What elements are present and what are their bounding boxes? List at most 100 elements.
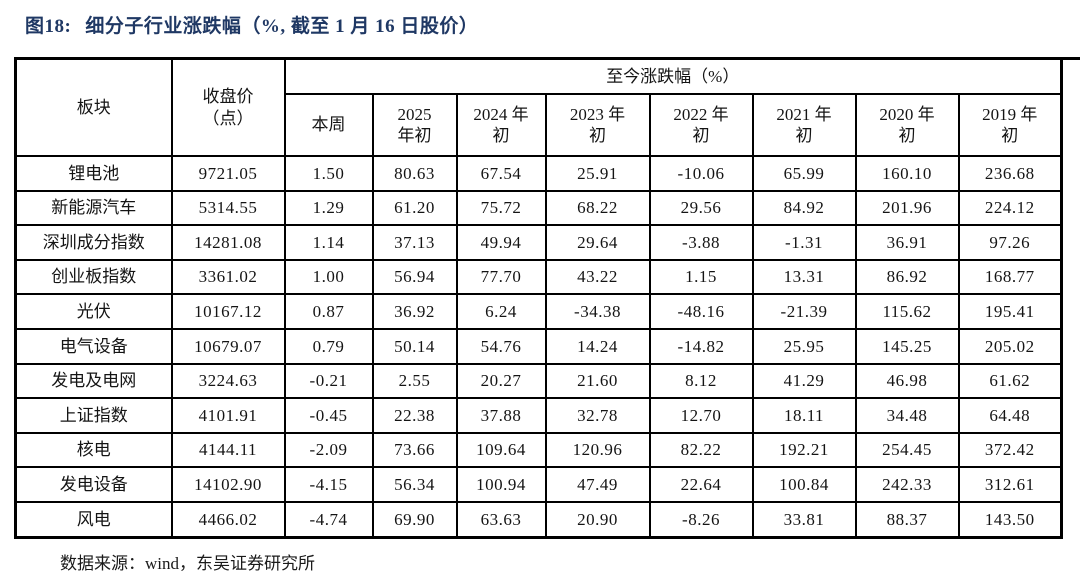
- change-week-cell: 1.00: [283, 258, 374, 296]
- change-2021-cell: 25.95: [751, 327, 857, 365]
- change-2019-cell: 64.48: [957, 397, 1063, 434]
- change-2022-cell: 12.70: [648, 397, 754, 434]
- change-2025-cell: 69.90: [371, 500, 458, 539]
- change-2024-cell: 20.27: [455, 362, 547, 400]
- change-2020-cell: 254.45: [854, 431, 960, 469]
- change-2024-cell: 6.24: [455, 293, 547, 330]
- change-week-cell: 0.79: [283, 327, 374, 365]
- change-2023-cell: 47.49: [544, 466, 651, 503]
- change-2023-cell: 25.91: [544, 155, 651, 192]
- change-2025-cell: 37.13: [371, 224, 458, 261]
- change-2020-cell: 36.91: [854, 224, 960, 261]
- close-price-cell: 10679.07: [170, 327, 286, 365]
- header-sub-row: 本周 2025 年初 2024 年 初 2023 年 初 2022 年 初 20…: [16, 93, 1063, 157]
- change-2025-cell: 2.55: [371, 362, 458, 400]
- change-2025-cell: 50.14: [371, 327, 458, 365]
- change-2022-cell: 29.56: [648, 189, 754, 227]
- table-header: 板块 收盘价 （点） 至今涨跌幅（%） 本周 2025 年初 2024 年 初 …: [14, 57, 1063, 157]
- change-2024-cell: 67.54: [455, 155, 547, 192]
- change-2023-cell: 29.64: [544, 224, 651, 261]
- table-row: 新能源汽车 5314.55 1.29 61.20 75.72 68.22 29.…: [14, 189, 1063, 227]
- change-2020-cell: 115.62: [854, 293, 960, 330]
- figure-caption: 图18: 细分子行业涨跌幅（%, 截至 1 月 16 日股价）: [25, 11, 478, 38]
- change-2025-cell: 56.94: [371, 258, 458, 296]
- change-week-cell: 0.87: [283, 293, 374, 330]
- change-2024-cell: 54.76: [455, 327, 547, 365]
- change-2020-cell: 34.48: [854, 397, 960, 434]
- change-2023-cell: 20.90: [544, 500, 651, 539]
- header-this-week: 本周: [283, 93, 374, 157]
- change-2025-cell: 22.38: [371, 397, 458, 434]
- change-2023-cell: 14.24: [544, 327, 651, 365]
- close-price-cell: 14281.08: [170, 224, 286, 261]
- sector-cell: 发电设备: [14, 466, 173, 503]
- sector-cell: 创业板指数: [14, 258, 173, 296]
- change-2021-cell: 18.11: [751, 397, 857, 434]
- change-2020-cell: 201.96: [854, 189, 960, 227]
- table-body: 锂电池 9721.05 1.50 80.63 67.54 25.91 -10.0…: [14, 155, 1063, 539]
- change-2021-cell: 41.29: [751, 362, 857, 400]
- header-sector: 板块: [14, 57, 173, 157]
- change-week-cell: -4.15: [283, 466, 374, 503]
- change-2023-cell: 120.96: [544, 431, 651, 469]
- change-2022-cell: -14.82: [648, 327, 754, 365]
- sector-cell: 新能源汽车: [14, 189, 173, 227]
- header-ytd-2023: 2023 年 初: [544, 93, 651, 157]
- change-2024-cell: 100.94: [455, 466, 547, 503]
- change-2021-cell: 65.99: [751, 155, 857, 192]
- change-week-cell: 1.14: [283, 224, 374, 261]
- change-week-cell: 1.50: [283, 155, 374, 192]
- change-2019-cell: 61.62: [957, 362, 1063, 400]
- change-2023-cell: 43.22: [544, 258, 651, 296]
- change-2020-cell: 86.92: [854, 258, 960, 296]
- change-2023-cell: 21.60: [544, 362, 651, 400]
- change-2021-cell: 100.84: [751, 466, 857, 503]
- table-row: 锂电池 9721.05 1.50 80.63 67.54 25.91 -10.0…: [14, 155, 1063, 192]
- change-2022-cell: 8.12: [648, 362, 754, 400]
- change-2022-cell: -10.06: [648, 155, 754, 192]
- change-2024-cell: 109.64: [455, 431, 547, 469]
- change-2025-cell: 73.66: [371, 431, 458, 469]
- sector-cell: 风电: [14, 500, 173, 539]
- close-price-cell: 9721.05: [170, 155, 286, 192]
- change-2025-cell: 56.34: [371, 466, 458, 503]
- close-price-cell: 4144.11: [170, 431, 286, 469]
- close-price-cell: 3224.63: [170, 362, 286, 400]
- table-row: 深圳成分指数 14281.08 1.14 37.13 49.94 29.64 -…: [14, 224, 1063, 261]
- header-span-row: 板块 收盘价 （点） 至今涨跌幅（%）: [14, 57, 1063, 157]
- change-2024-cell: 63.63: [455, 500, 547, 539]
- change-2019-cell: 97.26: [957, 224, 1063, 261]
- change-2020-cell: 88.37: [854, 500, 960, 539]
- change-2022-cell: -48.16: [648, 293, 754, 330]
- sector-cell: 光伏: [14, 293, 173, 330]
- table-row: 发电设备 14102.90 -4.15 56.34 100.94 47.49 2…: [14, 466, 1063, 503]
- sector-cell: 发电及电网: [14, 362, 173, 400]
- change-week-cell: 1.29: [283, 189, 374, 227]
- change-2019-cell: 205.02: [957, 327, 1063, 365]
- close-price-cell: 5314.55: [170, 189, 286, 227]
- figure-title: 细分子行业涨跌幅（%, 截至 1 月 16 日股价）: [85, 16, 479, 37]
- change-week-cell: -2.09: [283, 431, 374, 469]
- change-2023-cell: 68.22: [544, 189, 651, 227]
- performance-table-container: 板块 收盘价 （点） 至今涨跌幅（%） 本周 2025 年初 2024 年 初 …: [14, 57, 1064, 539]
- header-ytd-2019: 2019 年 初: [957, 93, 1063, 157]
- change-2024-cell: 77.70: [455, 258, 547, 296]
- close-price-cell: 10167.12: [170, 293, 286, 330]
- sector-cell: 核电: [14, 431, 173, 469]
- sector-cell: 锂电池: [14, 155, 173, 192]
- change-week-cell: -4.74: [283, 500, 374, 539]
- change-2019-cell: 143.50: [957, 500, 1063, 539]
- table-row: 创业板指数 3361.02 1.00 56.94 77.70 43.22 1.1…: [14, 258, 1063, 296]
- change-week-cell: -0.21: [283, 362, 374, 400]
- close-price-cell: 3361.02: [170, 258, 286, 296]
- change-2021-cell: 84.92: [751, 189, 857, 227]
- change-2019-cell: 195.41: [957, 293, 1063, 330]
- change-week-cell: -0.45: [283, 397, 374, 434]
- change-2022-cell: 1.15: [648, 258, 754, 296]
- change-2024-cell: 37.88: [455, 397, 547, 434]
- change-2022-cell: -8.26: [648, 500, 754, 539]
- change-2025-cell: 80.63: [371, 155, 458, 192]
- close-price-cell: 14102.90: [170, 466, 286, 503]
- change-2022-cell: 82.22: [648, 431, 754, 469]
- header-change-span: 至今涨跌幅（%）: [283, 57, 1063, 95]
